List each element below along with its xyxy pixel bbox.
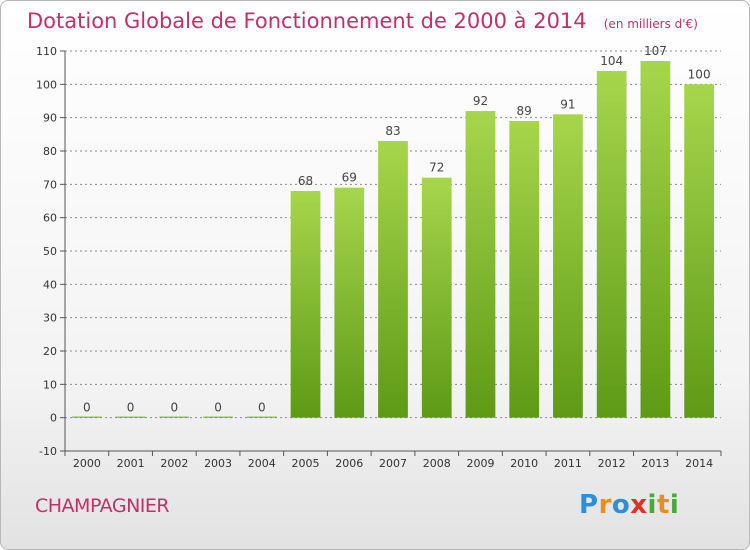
- data-label: 0: [214, 401, 222, 415]
- data-label: 69: [342, 171, 357, 185]
- y-tick-label: 100: [36, 78, 57, 91]
- bar: [159, 416, 190, 418]
- x-tick-label: 2012: [598, 457, 626, 470]
- x-tick-label: 2011: [554, 457, 582, 470]
- y-tick-label: 20: [43, 345, 57, 358]
- bar: [553, 114, 583, 418]
- x-tick-label: 2002: [160, 457, 188, 470]
- bar: [115, 416, 146, 418]
- x-tick-label: 2004: [248, 457, 276, 470]
- x-tick-label: 2005: [292, 457, 320, 470]
- x-tick-label: 2003: [204, 457, 232, 470]
- data-label: 0: [258, 401, 266, 415]
- data-label: 68: [298, 174, 313, 188]
- x-tick-label: 2014: [685, 457, 713, 470]
- data-label: 72: [429, 161, 444, 175]
- y-tick-label: 70: [43, 178, 57, 191]
- x-tick-label: 2001: [117, 457, 145, 470]
- y-tick-label: 40: [43, 278, 57, 291]
- data-label: 92: [473, 94, 488, 108]
- x-tick-label: 2010: [510, 457, 538, 470]
- y-tick-label: 50: [43, 245, 57, 258]
- data-label: 100: [688, 67, 711, 81]
- data-label: 91: [560, 97, 575, 111]
- bar: [290, 191, 321, 418]
- data-label: 0: [127, 401, 135, 415]
- data-label: 104: [600, 54, 623, 68]
- bars: [71, 61, 715, 418]
- title-text: Dotation Globale de Fonctionnement de 20…: [27, 9, 587, 33]
- proxiti-logo: Proxiti: [579, 490, 680, 520]
- data-labels: 0 0 0 0 0 68 69 83 72 92 89 91 104 107 100: [83, 44, 711, 415]
- bar: [246, 416, 277, 418]
- bar: [509, 121, 540, 418]
- data-label: 0: [83, 401, 91, 415]
- x-tick-label: 2008: [423, 457, 451, 470]
- data-label: 83: [385, 124, 400, 138]
- bar: [334, 187, 365, 418]
- data-label: 89: [517, 104, 532, 118]
- axes: [60, 50, 722, 456]
- y-tick-label: 30: [43, 312, 57, 325]
- bar: [203, 416, 233, 418]
- title-unit: (en milliers d'€): [603, 17, 698, 31]
- y-tick-label: -10: [39, 445, 57, 458]
- x-tick-label: 2009: [466, 457, 494, 470]
- y-tick-label: 0: [50, 412, 57, 425]
- bar: [684, 84, 715, 418]
- data-label: 0: [171, 401, 179, 415]
- x-tick-label: 2000: [73, 457, 101, 470]
- x-tick-label: 2013: [641, 457, 669, 470]
- bar: [640, 61, 671, 418]
- commune-name: CHAMPAGNIER: [35, 495, 170, 517]
- bar: [71, 416, 102, 418]
- y-tick-label: 60: [43, 212, 57, 225]
- chart-title: Dotation Globale de Fonctionnement de 20…: [27, 9, 698, 33]
- y-tick-label: 10: [43, 378, 57, 391]
- data-label: 107: [644, 44, 667, 58]
- bar: [596, 71, 627, 418]
- y-tick-label: 90: [43, 112, 57, 125]
- bar: [421, 177, 452, 418]
- bar: [465, 111, 496, 418]
- tick-labels: -10 0 10 20 30 40 50 60 70 80 90 100 110 2000 2001 2002…: [36, 45, 713, 470]
- y-tick-label: 110: [36, 45, 57, 58]
- bar: [378, 141, 408, 418]
- x-tick-label: 2006: [335, 457, 363, 470]
- y-tick-label: 80: [43, 145, 57, 158]
- x-tick-label: 2007: [379, 457, 407, 470]
